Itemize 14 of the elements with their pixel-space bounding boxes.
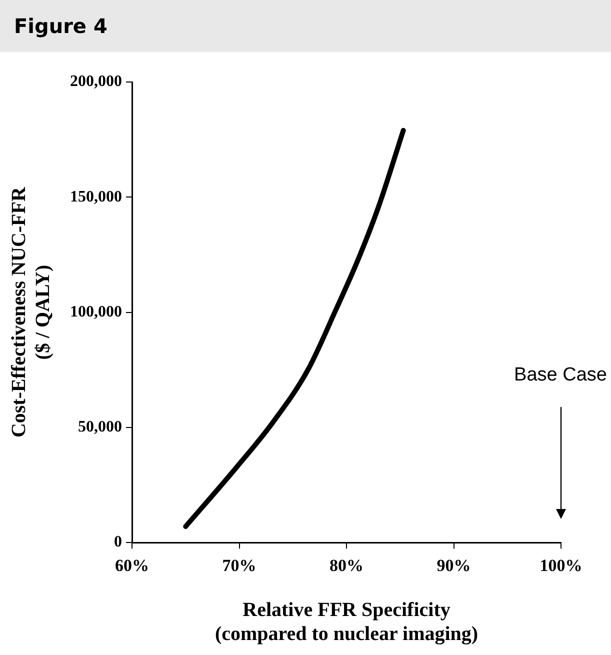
x-tick-label: 90% (436, 556, 471, 576)
x-tick-label: 70% (222, 556, 256, 576)
x-axis-title: Relative FFR Specificity (compared to nuclear imaging) (214, 599, 478, 646)
y-axis-title: Cost-Effectiveness NUC-FFR ($ / QALY) (8, 186, 54, 438)
y-tick-label: 150,000 (70, 188, 122, 206)
chart-title: Figure 4 (0, 0, 611, 52)
annotation: Base Case (514, 364, 608, 386)
x-tick-label: 60% (115, 556, 149, 576)
y-tick-label: 50,000 (78, 418, 122, 436)
x-tick-label: 80% (330, 556, 364, 576)
y-tick-label: 200,000 (70, 73, 122, 90)
y-tick-label: 100,000 (70, 303, 122, 320)
x-tick-label: 100% (540, 556, 582, 576)
y-tick-label: 0 (114, 534, 122, 551)
